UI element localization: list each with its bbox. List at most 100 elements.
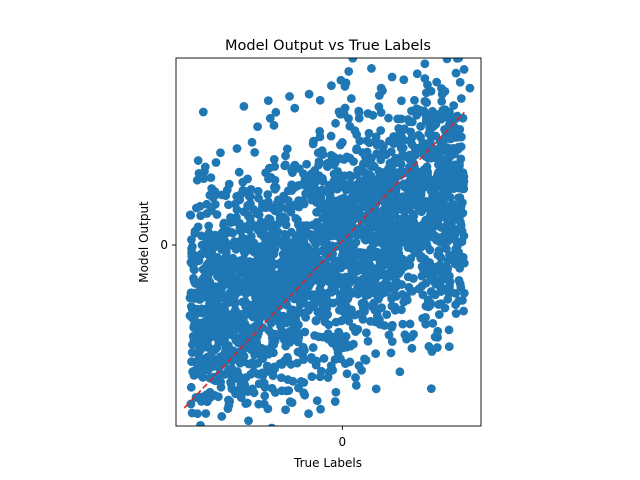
scatter-point bbox=[243, 300, 253, 309]
scatter-point bbox=[326, 131, 336, 141]
scatter-point bbox=[217, 412, 227, 421]
scatter-point bbox=[331, 387, 341, 397]
scatter-point bbox=[371, 216, 381, 226]
scatter-point bbox=[265, 163, 274, 173]
y-axis-label: Model Output bbox=[137, 201, 151, 283]
scatter-point bbox=[420, 96, 430, 106]
scatter-point bbox=[331, 118, 340, 128]
scatter-point bbox=[262, 361, 272, 371]
scatter-point bbox=[430, 231, 440, 241]
scatter-point bbox=[421, 313, 430, 322]
scatter-point bbox=[347, 192, 357, 202]
scatter-point bbox=[423, 295, 433, 305]
scatter-point bbox=[315, 95, 325, 105]
scatter-point bbox=[290, 103, 300, 113]
scatter-point bbox=[318, 332, 328, 342]
scatter-point bbox=[410, 95, 419, 105]
scatter-point bbox=[210, 332, 220, 341]
scatter-point bbox=[230, 237, 239, 246]
scatter-point bbox=[406, 254, 416, 263]
scatter-point bbox=[186, 399, 196, 409]
scatter-point bbox=[326, 81, 336, 90]
scatter-point bbox=[269, 281, 278, 291]
scatter-point bbox=[209, 239, 218, 249]
scatter-point bbox=[211, 158, 221, 167]
scatter-point bbox=[432, 201, 442, 211]
scatter-point bbox=[189, 252, 198, 261]
scatter-point bbox=[215, 264, 225, 274]
scatter-point bbox=[285, 92, 294, 101]
scatter-point bbox=[369, 252, 379, 262]
scatter-point bbox=[465, 83, 475, 93]
scatter-point bbox=[221, 191, 231, 201]
scatter-point bbox=[311, 221, 321, 231]
scatter-point bbox=[348, 58, 358, 63]
scatter-point bbox=[313, 230, 322, 240]
scatter-point bbox=[442, 179, 452, 189]
scatter-point bbox=[239, 102, 249, 111]
scatter-point bbox=[287, 263, 297, 273]
scatter-point bbox=[308, 343, 318, 352]
scatter-point bbox=[201, 340, 211, 350]
scatter-point bbox=[223, 404, 233, 414]
scatter-point bbox=[341, 185, 351, 195]
scatter-point bbox=[367, 64, 376, 73]
scatter-point bbox=[244, 359, 254, 369]
scatter-point bbox=[407, 133, 417, 143]
scatter-point bbox=[186, 210, 196, 220]
scatter-point bbox=[428, 106, 437, 116]
scatter-point bbox=[440, 303, 450, 313]
scatter-point bbox=[253, 186, 263, 196]
scatter-point bbox=[306, 172, 316, 182]
scatter-point bbox=[448, 230, 458, 239]
scatter-point bbox=[350, 263, 360, 273]
scatter-point bbox=[344, 316, 354, 326]
scatter-point bbox=[345, 179, 355, 188]
scatter-point bbox=[443, 294, 453, 304]
scatter-point bbox=[399, 232, 408, 242]
reference-line bbox=[183, 111, 465, 409]
scatter-point bbox=[384, 113, 393, 123]
scatter-point bbox=[220, 253, 230, 263]
scatter-point bbox=[204, 313, 214, 322]
scatter-point bbox=[189, 265, 199, 274]
scatter-point bbox=[329, 152, 339, 162]
scatter-point bbox=[227, 364, 237, 373]
scatter-point bbox=[437, 96, 447, 106]
scatter-point bbox=[205, 298, 214, 308]
scatter-point bbox=[340, 82, 350, 91]
scatter-point bbox=[348, 245, 357, 255]
scatter-point bbox=[426, 186, 436, 196]
scatter-point bbox=[299, 345, 309, 355]
scatter-point bbox=[426, 384, 436, 394]
scatter-point bbox=[376, 83, 386, 93]
scatter-point bbox=[304, 409, 313, 419]
scatter-point bbox=[381, 226, 390, 236]
scatter-point bbox=[409, 274, 418, 283]
scatter-point bbox=[451, 68, 461, 78]
scatter-point bbox=[374, 102, 384, 112]
scatter-point bbox=[324, 320, 334, 330]
scatter-point bbox=[399, 75, 409, 85]
scatter-point bbox=[318, 150, 328, 159]
scatter-point bbox=[282, 352, 292, 362]
scatter-point bbox=[187, 357, 196, 366]
scatter-point bbox=[448, 144, 458, 153]
scatter-point bbox=[271, 183, 281, 192]
scatter-point bbox=[397, 133, 407, 143]
scatter-point bbox=[281, 405, 290, 415]
scatter-point bbox=[442, 58, 452, 64]
scatter-point bbox=[454, 193, 463, 203]
scatter-point bbox=[358, 256, 368, 266]
scatter-point bbox=[408, 209, 418, 219]
scatter-point bbox=[288, 168, 297, 178]
scatter-point bbox=[362, 272, 372, 282]
scatter-point bbox=[224, 200, 233, 210]
scatter-point bbox=[356, 166, 365, 176]
scatter-point bbox=[202, 249, 212, 259]
scatter-point bbox=[367, 233, 377, 243]
scatter-point bbox=[231, 282, 241, 292]
scatter-point bbox=[360, 282, 370, 291]
scatter-point bbox=[307, 372, 317, 382]
